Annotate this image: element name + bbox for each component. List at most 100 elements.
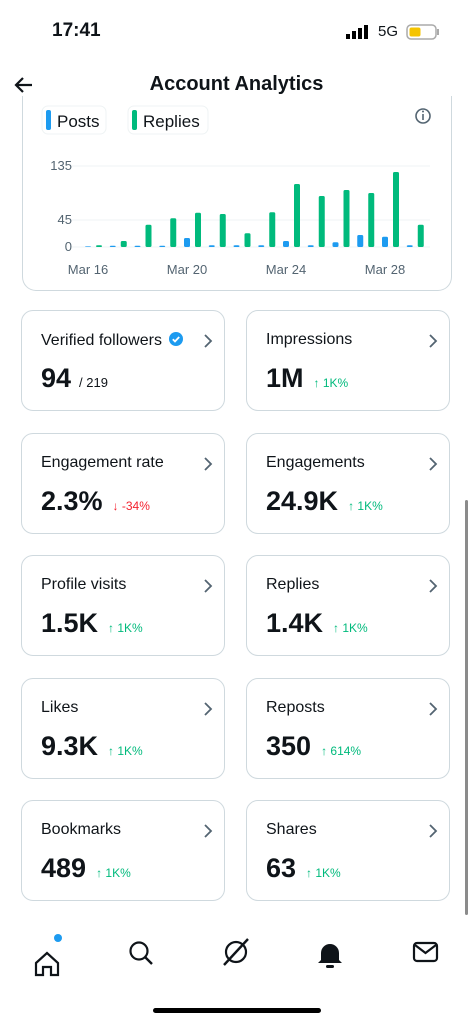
metric-value: 94 / 219 <box>41 363 108 394</box>
bar <box>244 233 251 247</box>
metric-change: ↓ -34% <box>112 499 150 513</box>
metric-value-text: 63 <box>266 853 297 883</box>
bar <box>343 190 350 247</box>
bar <box>170 218 177 247</box>
nav-grok[interactable] <box>223 938 249 966</box>
bar <box>283 241 289 247</box>
metric-label: Shares <box>266 821 317 839</box>
chevron <box>204 824 213 838</box>
y-tick-label: 45 <box>58 212 72 227</box>
metric-label-text: Engagements <box>266 454 365 471</box>
chevron <box>429 824 438 838</box>
chevron <box>429 457 438 471</box>
bar <box>258 245 265 247</box>
back-button[interactable] <box>12 73 36 97</box>
chevron <box>429 334 438 348</box>
metric-label: Engagement rate <box>41 454 164 472</box>
metric-card[interactable]: Likes 9.3K ↑ 1K% <box>21 678 225 779</box>
legend-label: Replies <box>143 112 200 131</box>
metric-value-text: 489 <box>41 853 87 883</box>
metric-card[interactable]: Engagements 24.9K ↑ 1K% <box>246 433 450 534</box>
chart-card <box>22 96 452 291</box>
bar <box>417 224 424 247</box>
metric-label-text: Likes <box>41 699 79 716</box>
bar <box>332 242 339 247</box>
metric-card[interactable]: Shares 63 ↑ 1K% <box>246 800 450 901</box>
metric-change: ↑ 1K% <box>313 376 349 390</box>
bar <box>318 196 325 247</box>
metric-card[interactable]: Impressions 1M ↑ 1K% <box>246 310 450 411</box>
bar <box>195 212 201 247</box>
y-tick-label: 135 <box>50 158 72 173</box>
metric-card[interactable]: Replies 1.4K ↑ 1K% <box>246 555 450 656</box>
bar <box>406 245 413 247</box>
metric-value-text: 350 <box>266 731 312 761</box>
metric-label-text: Impressions <box>266 331 353 348</box>
nav-search[interactable] <box>129 941 153 965</box>
bar <box>184 238 190 247</box>
metric-value: 63 ↑ 1K% <box>266 853 341 884</box>
nav-messages[interactable] <box>412 941 439 963</box>
metric-label: Bookmarks <box>41 821 121 839</box>
metric-value: 1.4K ↑ 1K% <box>266 608 368 639</box>
bar <box>269 212 276 247</box>
chart: 0 45 135 Posts Replies Mar 16 Mar 20 Mar 24 Mar … <box>41 105 431 277</box>
metric-label-text: Shares <box>266 821 317 838</box>
bottom-nav <box>34 934 439 1013</box>
status-network: 5G <box>378 23 399 40</box>
metric-value: 2.3% ↓ -34% <box>41 486 150 517</box>
metric-value: 350 ↑ 614% <box>266 731 361 762</box>
metric-label-text: Engagement rate <box>41 454 164 471</box>
bar <box>368 193 375 247</box>
metric-change: ↑ 1K% <box>108 744 143 758</box>
x-tick-label: Mar 20 <box>167 262 207 277</box>
status-icons <box>346 24 439 40</box>
metric-value-text: 24.9K <box>266 486 339 516</box>
metric-change: ↑ 1K% <box>348 499 383 513</box>
metric-card[interactable]: Engagement rate 2.3% ↓ -34% <box>21 433 225 534</box>
bar <box>96 245 102 247</box>
bar <box>109 245 116 247</box>
bar <box>208 245 215 247</box>
nav-notifications[interactable] <box>318 944 342 968</box>
metric-change: ↑ 1K% <box>108 621 143 635</box>
status-time: 17:41 <box>52 20 101 41</box>
metric-value: 1.5K ↑ 1K% <box>41 608 143 639</box>
metric-label: Reposts <box>266 699 325 717</box>
bar <box>382 236 388 247</box>
metric-subtext: / 219 <box>79 375 108 390</box>
verified-badge <box>168 332 183 346</box>
bar <box>134 245 141 247</box>
nav-home[interactable] <box>34 934 62 977</box>
metric-change: ↑ 1K% <box>96 866 131 880</box>
bar <box>159 245 166 247</box>
metric-label-text: Bookmarks <box>41 821 122 838</box>
metric-label: Replies <box>266 576 319 594</box>
metric-value: 1M ↑ 1K% <box>266 363 348 394</box>
metric-card[interactable]: Reposts 350 ↑ 614% <box>246 678 450 779</box>
metric-label: Verified followers <box>41 331 184 350</box>
home-indicator <box>153 1008 321 1013</box>
metric-label-text: Verified followers <box>41 332 162 349</box>
x-tick-label: Mar 28 <box>365 262 405 277</box>
metric-label: Likes <box>41 699 78 717</box>
bar <box>120 241 127 247</box>
page-title: Account Analytics <box>149 73 324 95</box>
metric-value: 9.3K ↑ 1K% <box>41 731 143 762</box>
bar <box>294 184 300 247</box>
x-tick-label: Mar 24 <box>266 262 306 277</box>
metric-card[interactable]: Bookmarks 489 ↑ 1K% <box>21 800 225 901</box>
metric-value-text: 9.3K <box>41 731 99 761</box>
chevron <box>204 457 213 471</box>
y-tick-label: 0 <box>65 239 72 254</box>
metric-value-text: 2.3% <box>41 486 103 516</box>
scrollbar <box>465 500 468 915</box>
metric-value-text: 1.5K <box>41 608 99 638</box>
chevron <box>429 579 438 593</box>
chevron <box>429 702 438 716</box>
metric-card[interactable]: Verified followers 94 / 219 <box>21 310 225 411</box>
legend-label: Posts <box>57 112 100 131</box>
chevron <box>204 702 213 716</box>
metric-card[interactable]: Profile visits 1.5K ↑ 1K% <box>21 555 225 656</box>
